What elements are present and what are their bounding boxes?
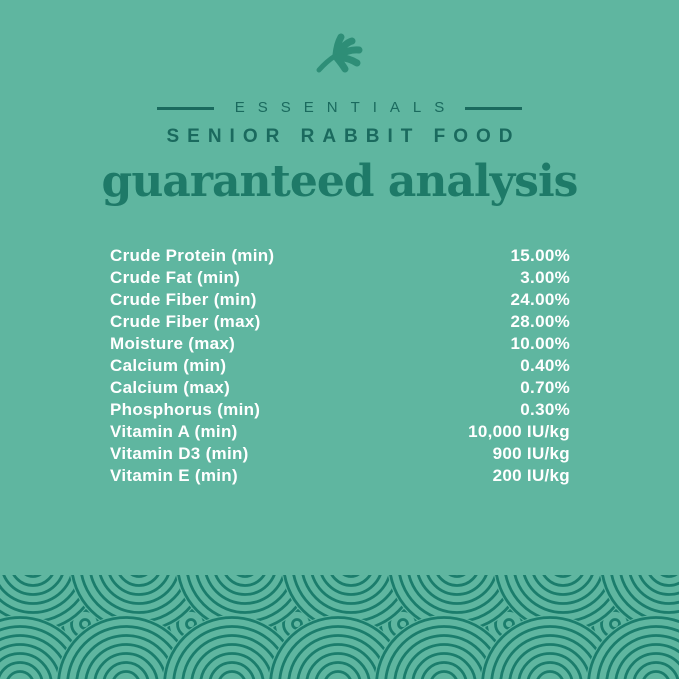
tagline-dash-left	[156, 106, 214, 110]
analysis-row: Phosphorus (min) 0.30%	[110, 399, 570, 421]
analysis-row: Vitamin D3 (min) 900 IU/kg	[110, 443, 570, 465]
analysis-value: 3.00%	[520, 268, 570, 287]
guaranteed-analysis-table: Crude Protein (min) 15.00% Crude Fat (mi…	[110, 245, 570, 487]
analysis-label: Moisture (max)	[110, 334, 236, 353]
analysis-label: Vitamin D3 (min)	[110, 444, 249, 463]
analysis-row: Moisture (max) 10.00%	[110, 333, 570, 355]
analysis-value: 15.00%	[510, 246, 570, 265]
tagline-dash-right	[465, 106, 523, 110]
analysis-row: Calcium (max) 0.70%	[110, 377, 570, 399]
analysis-label: Phosphorus (min)	[110, 400, 261, 419]
analysis-value: 10.00%	[510, 334, 570, 353]
analysis-row: Calcium (min) 0.40%	[110, 355, 570, 377]
analysis-label: Crude Fat (min)	[110, 268, 241, 287]
analysis-label: Crude Fiber (min)	[110, 290, 257, 309]
analysis-value: 0.40%	[520, 356, 570, 375]
analysis-row: Vitamin E (min) 200 IU/kg	[110, 465, 570, 487]
page-title: guaranteed analysis	[101, 156, 579, 207]
analysis-value: 28.00%	[510, 312, 570, 331]
analysis-label: Vitamin E (min)	[110, 466, 238, 485]
circles-pattern-svg	[0, 575, 679, 679]
analysis-label: Vitamin A (min)	[110, 422, 238, 441]
tagline-row: ESSENTIALS	[0, 100, 679, 116]
analysis-row: Crude Fiber (min) 24.00%	[110, 289, 570, 311]
analysis-label: Calcium (max)	[110, 378, 231, 397]
analysis-value: 0.30%	[520, 400, 570, 419]
analysis-row: Crude Protein (min) 15.00%	[110, 245, 570, 267]
analysis-row: Vitamin A (min) 10,000 IU/kg	[110, 421, 570, 443]
brand-mark	[0, 0, 679, 74]
analysis-label: Crude Fiber (max)	[110, 312, 261, 331]
analysis-value: 200 IU/kg	[492, 466, 570, 485]
analysis-value: 10,000 IU/kg	[468, 422, 570, 441]
analysis-value: 0.70%	[520, 378, 570, 397]
analysis-label: Crude Protein (min)	[110, 246, 275, 265]
analysis-row: Crude Fat (min) 3.00%	[110, 267, 570, 289]
leaf-splat-icon	[316, 33, 362, 73]
circles-pattern-band	[0, 575, 679, 679]
analysis-row: Crude Fiber (max) 28.00%	[110, 311, 570, 333]
analysis-value: 24.00%	[510, 290, 570, 309]
brand-tagline: ESSENTIALS	[234, 99, 458, 116]
product-name: SENIOR RABBIT FOOD	[166, 126, 521, 147]
analysis-label: Calcium (min)	[110, 356, 227, 375]
analysis-value: 900 IU/kg	[492, 444, 570, 463]
